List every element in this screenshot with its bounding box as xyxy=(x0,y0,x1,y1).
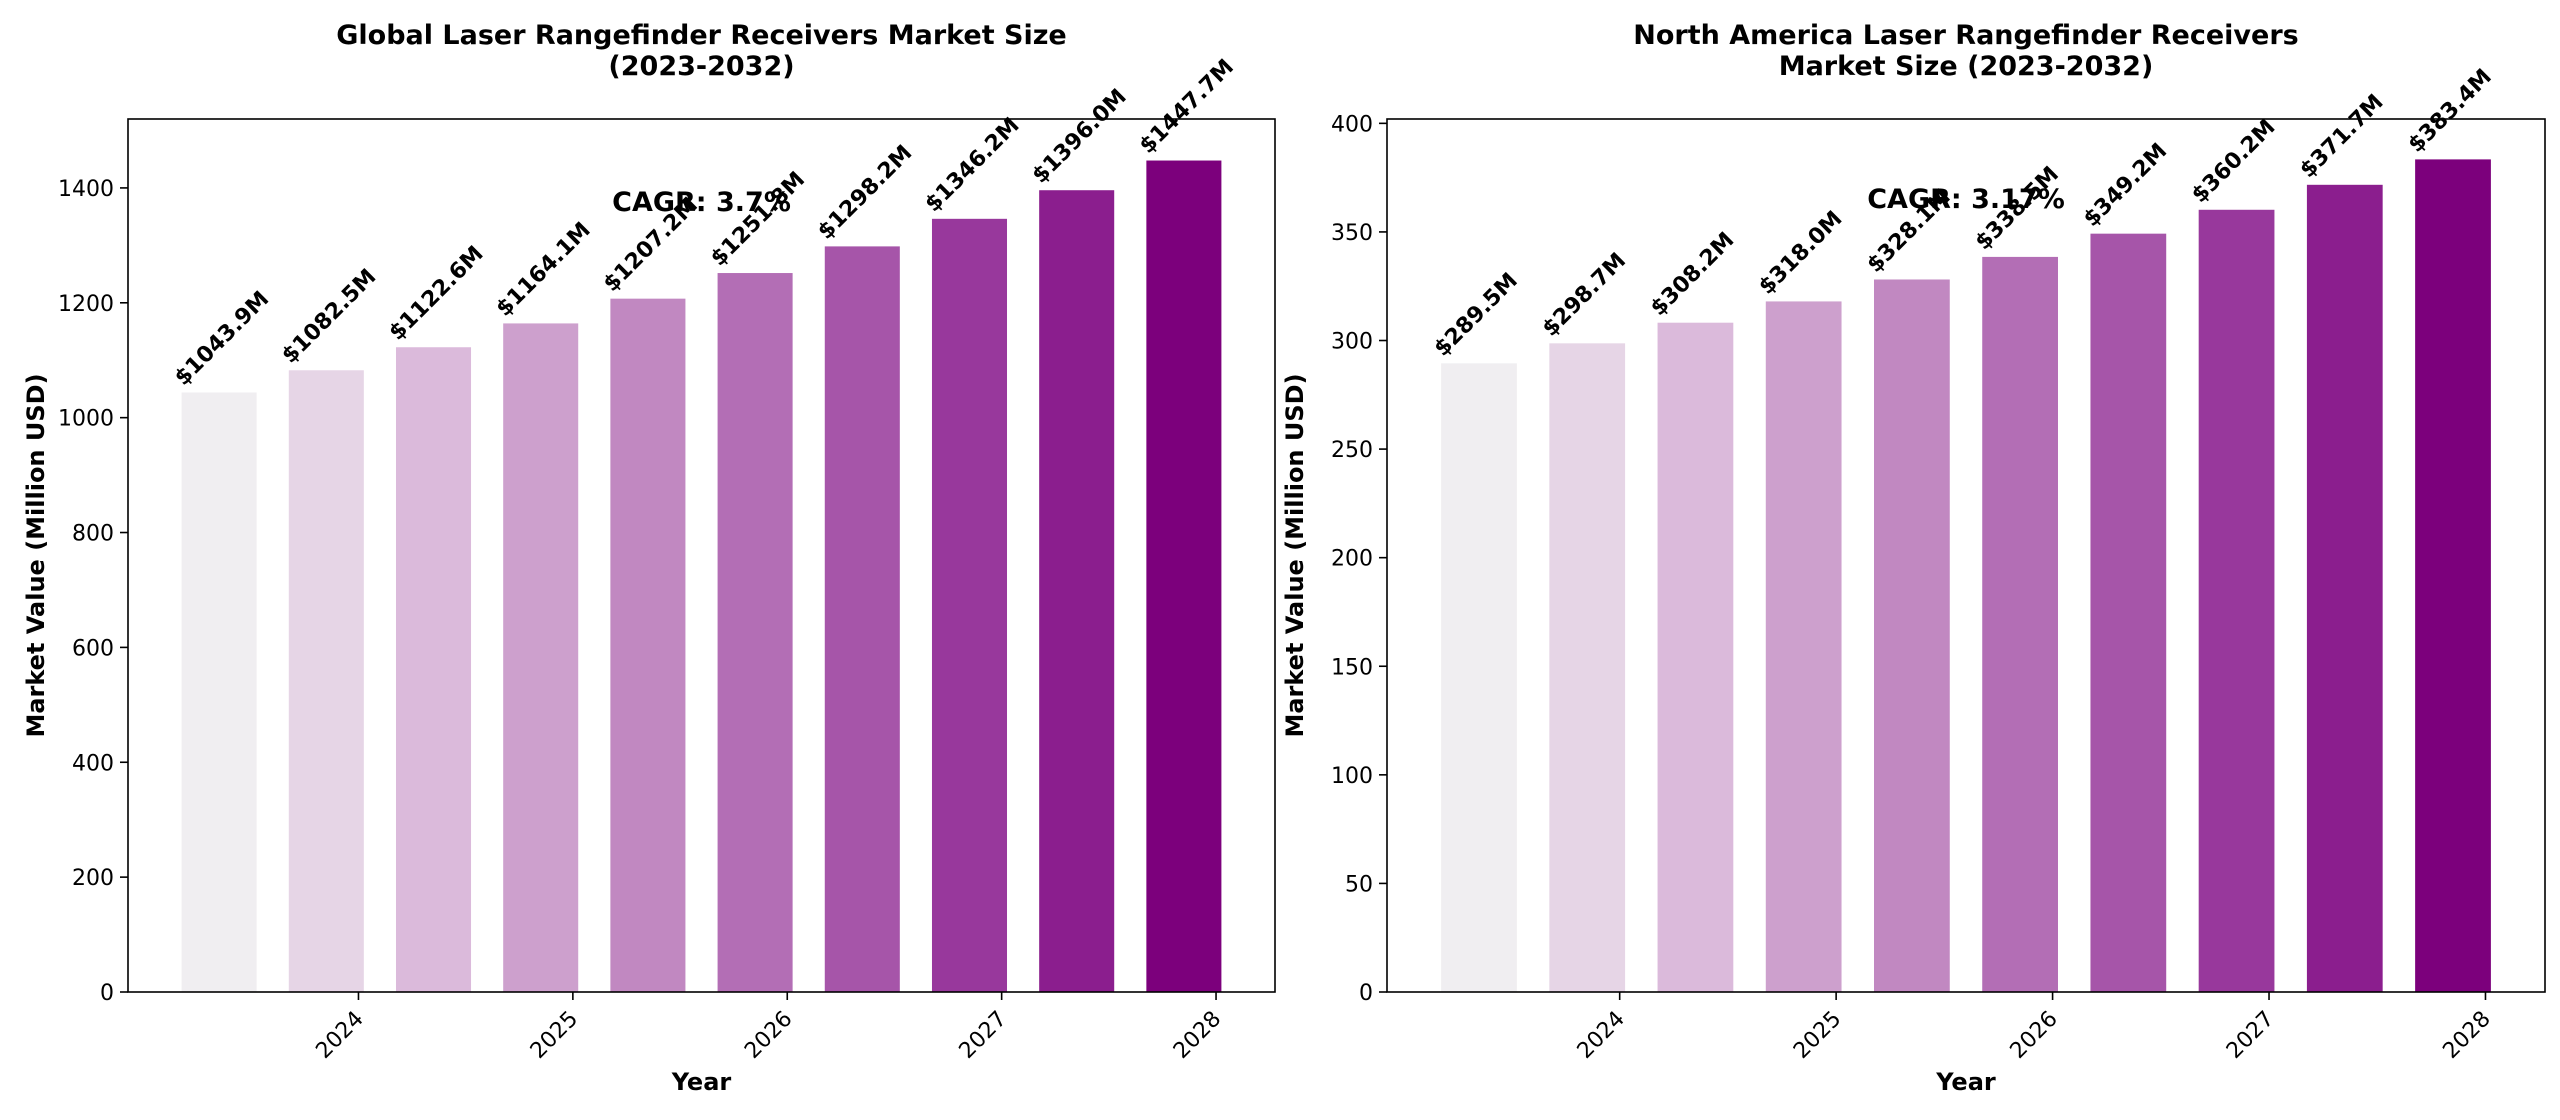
bar xyxy=(931,218,1008,992)
y-tick-label: 100 xyxy=(1331,764,1373,789)
y-tick-label: 1400 xyxy=(58,177,114,202)
data-label: $289.5M xyxy=(1430,268,1523,361)
chart-title-line: North America Laser Rangefinder Receiver… xyxy=(1633,20,2298,51)
data-label: $1082.5M xyxy=(277,264,381,368)
y-tick-label: 300 xyxy=(1331,330,1373,355)
y-tick-label: 1200 xyxy=(58,292,114,317)
data-label: $1447.7M xyxy=(1135,55,1239,159)
y-tick-label: 600 xyxy=(72,636,114,661)
chart-title: North America Laser Rangefinder Receiver… xyxy=(1633,20,2298,82)
x-axis-label: Year xyxy=(671,1068,732,1096)
y-tick-label: 350 xyxy=(1331,221,1373,246)
bar xyxy=(1982,256,2058,992)
chart-title-line: (2023-2032) xyxy=(608,51,794,82)
x-tick-label: 2028 xyxy=(1169,1007,1226,1064)
y-tick-label: 800 xyxy=(72,522,114,547)
cagr-annotation: CAGR: 3.17% xyxy=(1867,184,2065,215)
data-label: $1043.9M xyxy=(170,287,274,391)
bar xyxy=(1549,343,1626,993)
x-tick-label: 2024 xyxy=(1573,1007,1630,1064)
y-tick-label: 200 xyxy=(72,866,114,891)
global-market-chart: Global Laser Rangefinder Receivers Marke… xyxy=(22,20,1276,1096)
x-tick-label: 2026 xyxy=(740,1007,797,1064)
data-label: $383.4M xyxy=(2404,64,2497,157)
data-label: $298.7M xyxy=(1538,248,1631,341)
bar xyxy=(1039,190,1115,993)
x-tick-label: 2026 xyxy=(2006,1007,2063,1064)
y-axis-label: Market Value (Million USD) xyxy=(22,373,50,737)
chart-title-line: Market Size (2023-2032) xyxy=(1779,51,2154,82)
y-tick-label: 50 xyxy=(1345,872,1373,897)
y-tick-label: 400 xyxy=(72,751,114,776)
bar xyxy=(717,273,793,992)
data-label: $1396.0M xyxy=(1028,84,1132,188)
bar xyxy=(2198,209,2275,992)
bar xyxy=(181,392,257,992)
bar xyxy=(288,370,364,992)
data-label: $371.7M xyxy=(2295,90,2388,183)
x-tick-label: 2025 xyxy=(526,1007,583,1064)
data-label: $1251.8M xyxy=(706,167,810,271)
data-label: $1298.2M xyxy=(813,141,917,245)
bar xyxy=(610,298,686,993)
bar xyxy=(503,323,579,993)
data-label: $360.2M xyxy=(2187,115,2280,208)
bar xyxy=(824,246,900,992)
data-label: $308.2M xyxy=(1646,228,1739,321)
x-tick-label: 2024 xyxy=(311,1007,368,1064)
bar xyxy=(2090,233,2167,992)
bar xyxy=(1441,363,1517,992)
y-tick-label: 1000 xyxy=(58,407,114,432)
y-tick-label: 200 xyxy=(1331,547,1373,572)
bar xyxy=(2415,159,2491,993)
bar xyxy=(2306,184,2383,992)
x-tick-label: 2027 xyxy=(955,1007,1012,1064)
cagr-annotation: CAGR: 3.7% xyxy=(612,187,791,218)
y-tick-label: 0 xyxy=(1359,981,1373,1006)
y-tick-label: 400 xyxy=(1331,112,1373,137)
bar xyxy=(395,347,472,993)
data-label: $318.0M xyxy=(1754,206,1847,299)
north-america-market-chart: North America Laser Rangefinder Receiver… xyxy=(1281,20,2546,1096)
x-tick-label: 2028 xyxy=(2438,1007,2495,1064)
bar xyxy=(1874,279,1950,992)
chart-title-line: Global Laser Rangefinder Receivers Marke… xyxy=(336,20,1067,51)
data-label: $1122.6M xyxy=(385,241,489,345)
x-tick-label: 2027 xyxy=(2222,1007,2279,1064)
chart-title: Global Laser Rangefinder Receivers Marke… xyxy=(336,20,1067,82)
plot-frame xyxy=(127,118,1276,993)
plot-frame xyxy=(1386,118,2546,993)
data-label: $349.2M xyxy=(2079,139,2172,232)
y-tick-label: 250 xyxy=(1331,438,1373,463)
y-tick-label: 0 xyxy=(100,981,114,1006)
x-axis-label: Year xyxy=(1935,1068,1996,1096)
data-label: $1346.2M xyxy=(921,113,1025,217)
x-tick-label: 2025 xyxy=(1789,1007,1846,1064)
bar xyxy=(1146,160,1222,993)
y-axis-label: Market Value (Million USD) xyxy=(1281,373,1309,737)
data-label: $1164.1M xyxy=(492,218,596,322)
bar xyxy=(1765,301,1842,992)
bar xyxy=(1657,322,1734,992)
y-tick-label: 150 xyxy=(1331,655,1373,680)
